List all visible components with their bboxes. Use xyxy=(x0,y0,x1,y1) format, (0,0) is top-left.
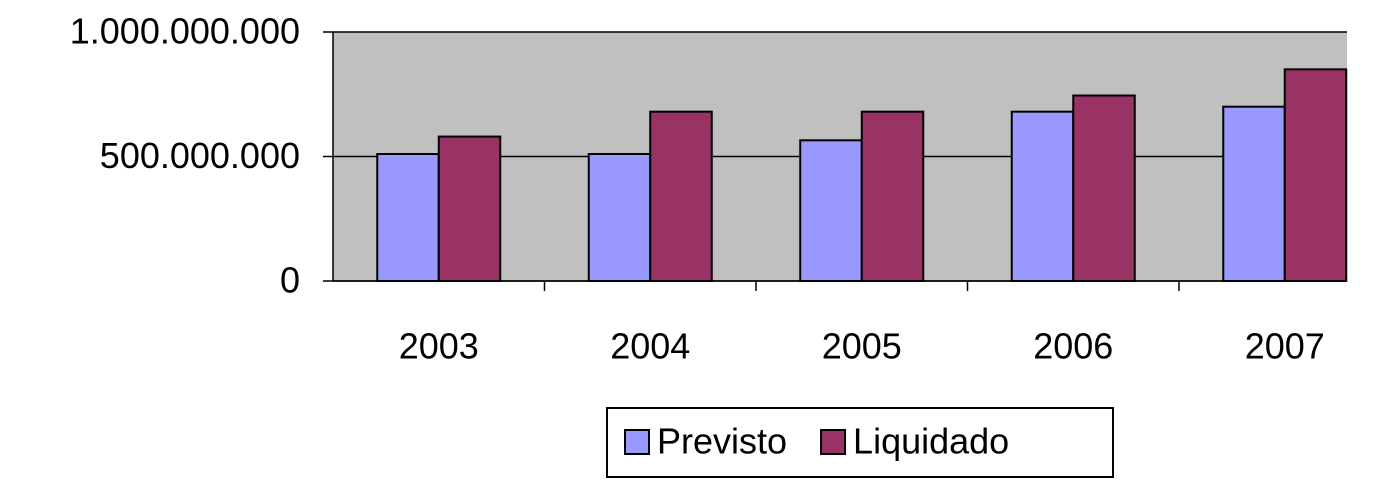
bar xyxy=(1010,110,1075,283)
bar xyxy=(860,110,925,283)
y-tick-label: 0 xyxy=(280,260,300,301)
bar xyxy=(376,153,440,282)
bar xyxy=(1222,105,1286,282)
legend xyxy=(606,407,1114,478)
bar xyxy=(1072,94,1136,283)
x-tick-label: 2007 xyxy=(1245,326,1325,367)
y-tick-label: 500.000.000 xyxy=(100,135,300,176)
bar xyxy=(587,153,652,282)
legend-marker xyxy=(624,429,650,455)
bar xyxy=(799,139,863,282)
x-tick-label: 2003 xyxy=(399,326,479,367)
legend-marker xyxy=(820,429,847,455)
legend-label: Liquidado xyxy=(853,421,1009,462)
x-tick-label: 2004 xyxy=(610,326,690,367)
y-tick-label: 1.000.000.000 xyxy=(70,11,300,52)
x-tick-label: 2005 xyxy=(822,326,902,367)
bar xyxy=(649,110,713,283)
legend-label: Previsto xyxy=(657,421,787,462)
bar xyxy=(437,135,502,282)
x-tick-label: 2006 xyxy=(1033,326,1113,367)
bar xyxy=(1283,68,1348,282)
